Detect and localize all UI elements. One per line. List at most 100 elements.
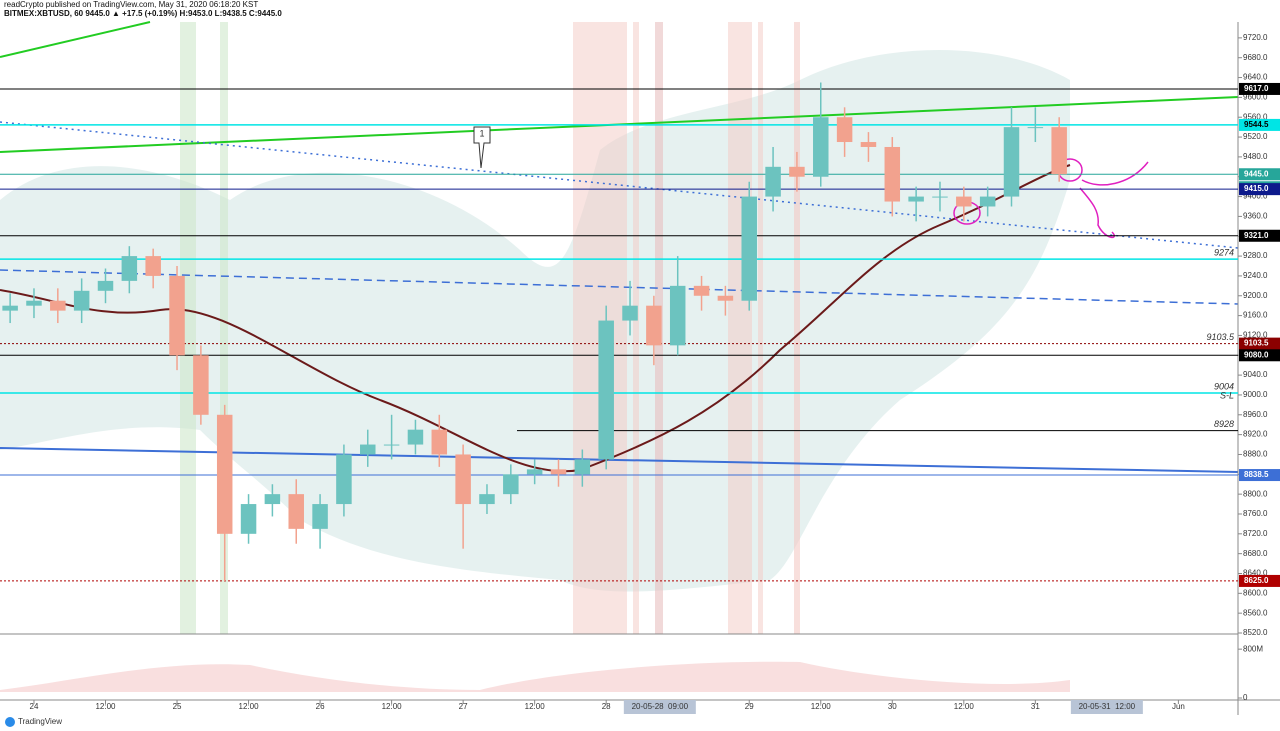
candle-body xyxy=(2,305,18,311)
candle-body xyxy=(813,117,829,177)
price-tag xyxy=(1239,574,1280,587)
price-tag xyxy=(1239,168,1280,181)
y-tick-label: 9520.0 xyxy=(1243,132,1268,141)
level-note: 9103.5 xyxy=(1206,332,1235,342)
x-marker-label: 20-05-31 12:00 xyxy=(1079,702,1136,711)
candle-body xyxy=(717,295,734,301)
candle-body xyxy=(979,196,996,207)
x-tick-label: 12:00 xyxy=(525,702,546,711)
y-tick-label: 9680.0 xyxy=(1243,53,1268,62)
price-tag-label: 8625.0 xyxy=(1244,576,1269,585)
price-tag-label: 9321.0 xyxy=(1244,231,1269,240)
vol-tick-label: 800M xyxy=(1243,644,1263,653)
price-tag xyxy=(1239,183,1280,196)
candle-body xyxy=(598,320,614,460)
price-tag-label: 9103.5 xyxy=(1244,339,1269,348)
candle-body xyxy=(1051,127,1067,175)
x-tick-label: 12:00 xyxy=(954,702,975,711)
y-tick-label: 8880.0 xyxy=(1243,450,1268,459)
candle-body xyxy=(360,444,376,455)
candle-body xyxy=(860,142,877,147)
price-tag-label: 9617.0 xyxy=(1244,84,1269,93)
x-tick-label: 24 xyxy=(30,702,39,711)
candle-body xyxy=(765,166,781,197)
y-tick-label: 8640.0 xyxy=(1243,569,1268,578)
price-tag xyxy=(1239,469,1280,482)
candle-body xyxy=(1027,127,1044,129)
candle-body xyxy=(383,444,400,446)
y-tick-label: 8760.0 xyxy=(1243,509,1268,518)
candle-body xyxy=(73,290,90,311)
x-tick-label: Jun xyxy=(1172,702,1185,711)
price-tag xyxy=(1239,82,1280,95)
level-note: 9274 xyxy=(1214,247,1234,257)
candle-body xyxy=(956,196,972,207)
price-tag xyxy=(1239,229,1280,242)
candle-body xyxy=(503,474,519,495)
y-tick-label: 8520.0 xyxy=(1243,628,1268,637)
y-tick-label: 9640.0 xyxy=(1243,73,1268,82)
candle-body xyxy=(431,429,448,455)
candle-body xyxy=(479,494,495,505)
header-title: readCrypto published on TradingView.com,… xyxy=(4,0,258,9)
y-tick-label: 8600.0 xyxy=(1243,588,1268,597)
candle-body xyxy=(26,300,42,306)
y-tick-label: 8720.0 xyxy=(1243,529,1268,538)
footer-logo: TradingView xyxy=(18,717,62,726)
x-tick-label: 12:00 xyxy=(382,702,403,711)
y-tick-label: 9000.0 xyxy=(1243,390,1268,399)
candle-body xyxy=(455,454,471,505)
y-tick-label: 8920.0 xyxy=(1243,430,1268,439)
y-tick-label: 9200.0 xyxy=(1243,291,1268,300)
price-tag-label: 9080.0 xyxy=(1244,350,1269,359)
y-tick-label: 8960.0 xyxy=(1243,410,1268,419)
candle-body xyxy=(145,256,161,276)
candle-body xyxy=(312,504,328,529)
y-tick-label: 9360.0 xyxy=(1243,212,1268,221)
y-tick-label: 8800.0 xyxy=(1243,489,1268,498)
header-symbol: BITMEX:XBTUSD, 60 9445.0 ▲ +17.5 (+0.19%… xyxy=(4,9,282,18)
x-tick-label: 29 xyxy=(745,702,754,711)
level-note: 9004 xyxy=(1214,381,1234,391)
candle-body xyxy=(836,117,853,143)
candle-body xyxy=(789,166,805,177)
candle-body xyxy=(741,196,757,301)
x-marker-label: 20-05-28 09:00 xyxy=(632,702,689,711)
candle-body xyxy=(50,300,66,311)
candle-body xyxy=(288,494,304,529)
y-tick-label: 9600.0 xyxy=(1243,92,1268,101)
x-tick-label: 31 xyxy=(1031,702,1040,711)
candle-body xyxy=(336,454,352,505)
candle-body xyxy=(97,280,114,291)
candle-body xyxy=(1003,127,1020,197)
y-tick-label: 9480.0 xyxy=(1243,152,1268,161)
x-marker-box xyxy=(623,700,696,714)
y-tick-label: 8680.0 xyxy=(1243,549,1268,558)
x-tick-label: 30 xyxy=(888,702,897,711)
candle-body xyxy=(550,469,567,475)
y-tick-label: 9240.0 xyxy=(1243,271,1268,280)
x-tick-label: 28 xyxy=(602,702,611,711)
price-tag xyxy=(1239,337,1280,350)
annotation: 1 xyxy=(479,128,484,138)
y-tick-label: 9400.0 xyxy=(1243,192,1268,201)
price-tag-label: 9544.5 xyxy=(1244,120,1269,129)
candle-body xyxy=(264,494,281,505)
y-tick-label: 9720.0 xyxy=(1243,33,1268,42)
level-note: S-L xyxy=(1220,390,1234,400)
candle-body xyxy=(121,256,138,281)
candle-body xyxy=(622,305,638,321)
candle-body xyxy=(932,196,948,198)
x-marker-box xyxy=(1070,700,1143,714)
y-tick-label: 9160.0 xyxy=(1243,311,1268,320)
candle-body xyxy=(574,459,591,475)
x-tick-label: 26 xyxy=(316,702,325,711)
vol-tick-label: 0 xyxy=(1243,693,1248,702)
candle-body xyxy=(407,429,424,445)
price-tag xyxy=(1239,118,1280,131)
y-tick-label: 9280.0 xyxy=(1243,251,1268,260)
x-tick-label: 12:00 xyxy=(95,702,116,711)
candle-body xyxy=(908,196,924,202)
candle-body xyxy=(884,146,901,202)
price-tag-label: 8838.5 xyxy=(1244,470,1269,479)
